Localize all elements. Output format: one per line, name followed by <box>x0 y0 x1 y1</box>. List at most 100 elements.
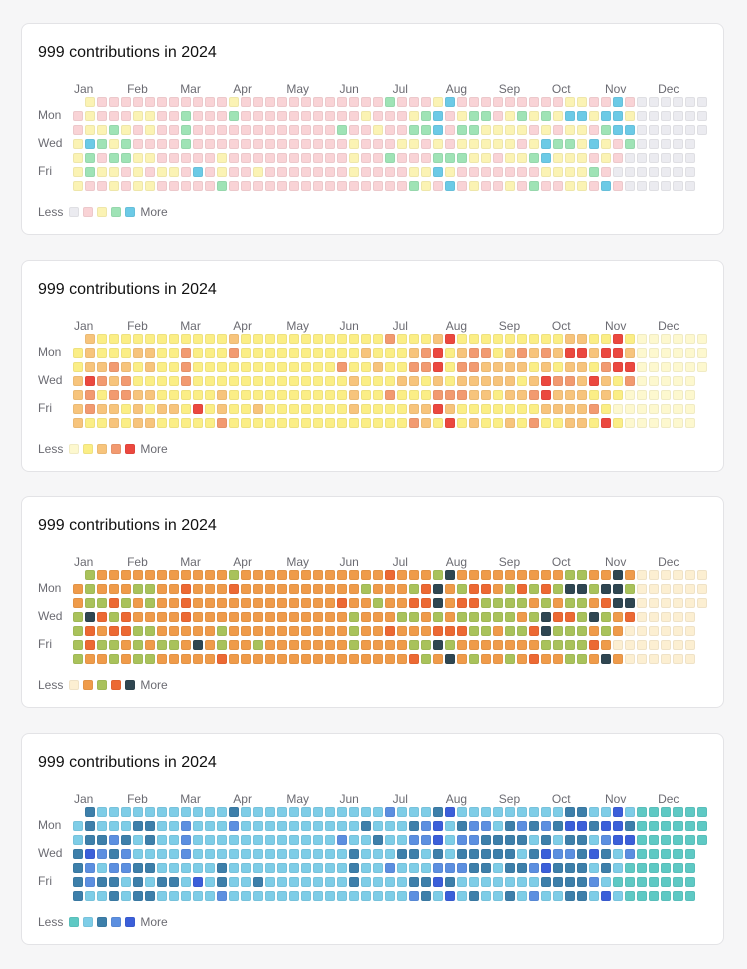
day-cell[interactable] <box>349 111 359 121</box>
day-cell[interactable] <box>469 570 479 580</box>
day-cell[interactable] <box>637 389 647 400</box>
day-cell[interactable] <box>421 848 431 859</box>
day-cell[interactable] <box>553 125 563 135</box>
day-cell[interactable] <box>529 598 539 608</box>
day-cell[interactable] <box>445 167 455 177</box>
day-cell[interactable] <box>505 361 515 372</box>
day-cell[interactable] <box>85 876 95 887</box>
day-cell[interactable] <box>481 375 491 386</box>
day-cell[interactable] <box>625 820 635 831</box>
day-cell[interactable] <box>253 626 263 636</box>
day-cell[interactable] <box>493 389 503 400</box>
day-cell[interactable] <box>193 417 203 428</box>
day-cell[interactable] <box>337 654 347 664</box>
day-cell[interactable] <box>133 181 143 191</box>
day-cell[interactable] <box>265 876 275 887</box>
day-cell[interactable] <box>529 139 539 149</box>
day-cell[interactable] <box>109 153 119 163</box>
day-cell[interactable] <box>157 125 167 135</box>
day-cell[interactable] <box>97 584 107 594</box>
day-cell[interactable] <box>565 640 575 650</box>
day-cell[interactable] <box>565 347 575 358</box>
day-cell[interactable] <box>349 890 359 901</box>
day-cell[interactable] <box>373 876 383 887</box>
day-cell[interactable] <box>553 181 563 191</box>
day-cell[interactable] <box>625 111 635 121</box>
day-cell[interactable] <box>421 375 431 386</box>
day-cell[interactable] <box>217 375 227 386</box>
day-cell[interactable] <box>241 97 251 107</box>
day-cell[interactable] <box>385 820 395 831</box>
day-cell[interactable] <box>589 598 599 608</box>
day-cell[interactable] <box>649 125 659 135</box>
day-cell[interactable] <box>241 375 251 386</box>
day-cell[interactable] <box>445 584 455 594</box>
day-cell[interactable] <box>685 333 695 344</box>
day-cell[interactable] <box>109 598 119 608</box>
day-cell[interactable] <box>685 167 695 177</box>
day-cell[interactable] <box>697 361 707 372</box>
day-cell[interactable] <box>577 403 587 414</box>
day-cell[interactable] <box>589 167 599 177</box>
day-cell[interactable] <box>301 834 311 845</box>
day-cell[interactable] <box>157 361 167 372</box>
day-cell[interactable] <box>457 167 467 177</box>
day-cell[interactable] <box>265 403 275 414</box>
day-cell[interactable] <box>253 654 263 664</box>
day-cell[interactable] <box>685 626 695 636</box>
day-cell[interactable] <box>301 167 311 177</box>
day-cell[interactable] <box>361 111 371 121</box>
day-cell[interactable] <box>577 820 587 831</box>
day-cell[interactable] <box>145 181 155 191</box>
day-cell[interactable] <box>289 139 299 149</box>
day-cell[interactable] <box>397 834 407 845</box>
day-cell[interactable] <box>673 389 683 400</box>
day-cell[interactable] <box>85 347 95 358</box>
day-cell[interactable] <box>121 862 131 873</box>
day-cell[interactable] <box>277 375 287 386</box>
day-cell[interactable] <box>409 876 419 887</box>
day-cell[interactable] <box>553 584 563 594</box>
day-cell[interactable] <box>109 111 119 121</box>
day-cell[interactable] <box>457 654 467 664</box>
day-cell[interactable] <box>265 806 275 817</box>
day-cell[interactable] <box>421 834 431 845</box>
day-cell[interactable] <box>361 181 371 191</box>
day-cell[interactable] <box>301 806 311 817</box>
day-cell[interactable] <box>553 417 563 428</box>
day-cell[interactable] <box>637 125 647 135</box>
day-cell[interactable] <box>145 153 155 163</box>
day-cell[interactable] <box>469 97 479 107</box>
day-cell[interactable] <box>97 570 107 580</box>
day-cell[interactable] <box>409 403 419 414</box>
day-cell[interactable] <box>493 167 503 177</box>
day-cell[interactable] <box>205 584 215 594</box>
day-cell[interactable] <box>73 890 83 901</box>
day-cell[interactable] <box>457 834 467 845</box>
day-cell[interactable] <box>229 389 239 400</box>
day-cell[interactable] <box>637 834 647 845</box>
day-cell[interactable] <box>229 612 239 622</box>
day-cell[interactable] <box>85 153 95 163</box>
day-cell[interactable] <box>373 820 383 831</box>
day-cell[interactable] <box>625 584 635 594</box>
day-cell[interactable] <box>385 333 395 344</box>
day-cell[interactable] <box>241 389 251 400</box>
day-cell[interactable] <box>181 654 191 664</box>
day-cell[interactable] <box>625 417 635 428</box>
day-cell[interactable] <box>637 347 647 358</box>
day-cell[interactable] <box>541 876 551 887</box>
day-cell[interactable] <box>217 806 227 817</box>
day-cell[interactable] <box>481 167 491 177</box>
day-cell[interactable] <box>433 820 443 831</box>
day-cell[interactable] <box>109 139 119 149</box>
day-cell[interactable] <box>625 347 635 358</box>
day-cell[interactable] <box>457 153 467 163</box>
day-cell[interactable] <box>217 890 227 901</box>
day-cell[interactable] <box>613 876 623 887</box>
day-cell[interactable] <box>253 403 263 414</box>
day-cell[interactable] <box>601 876 611 887</box>
day-cell[interactable] <box>397 806 407 817</box>
day-cell[interactable] <box>97 876 107 887</box>
day-cell[interactable] <box>601 834 611 845</box>
